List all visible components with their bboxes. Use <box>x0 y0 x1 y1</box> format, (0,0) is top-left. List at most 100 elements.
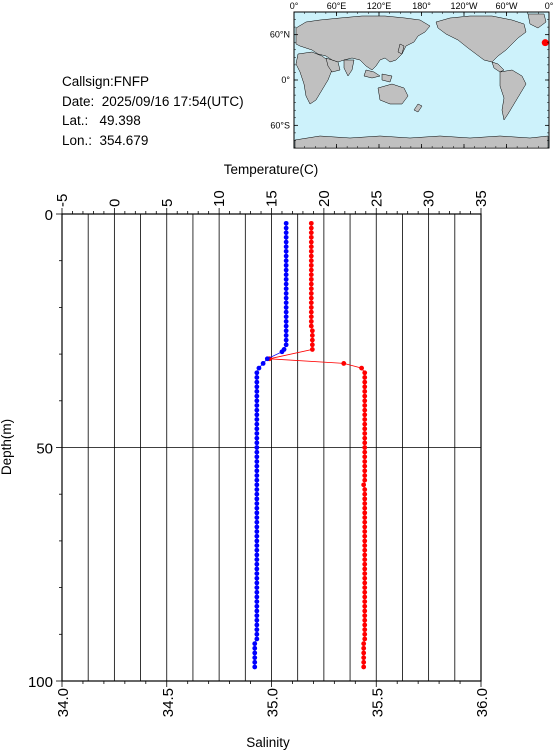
salinity-data-point <box>254 435 260 441</box>
temperature-data-point <box>308 300 314 306</box>
temperature-data-point <box>362 398 368 404</box>
salinity-data-point <box>260 361 266 366</box>
salinity-data-point <box>252 650 258 656</box>
salinity-data-point <box>256 365 262 371</box>
salinity-data-point <box>283 300 289 306</box>
temperature-data-point <box>362 566 368 572</box>
temperature-data-point <box>308 253 314 259</box>
temperature-data-point <box>362 473 368 478</box>
salinity-data-point <box>254 561 260 567</box>
salinity-data-point <box>254 552 260 558</box>
salinity-profile-line <box>254 223 287 667</box>
salinity-data-point <box>283 295 289 301</box>
salinity-data-point <box>283 258 289 264</box>
temperature-data-point <box>362 407 368 413</box>
salinity-data-point <box>254 580 260 586</box>
salinity-data-point <box>254 589 260 595</box>
salinity-data-point <box>283 305 289 310</box>
temperature-data-point <box>309 328 315 334</box>
salinity-data-point <box>254 473 260 478</box>
salinity-data-point <box>254 431 260 436</box>
temperature-data-point <box>362 477 368 483</box>
temperature-data-point <box>362 580 368 586</box>
temperature-data-point <box>362 622 368 628</box>
salinity-data-point <box>252 645 258 651</box>
salinity-data-point <box>254 571 260 576</box>
salinity-data-point <box>279 349 285 355</box>
temperature-data-point <box>308 230 314 236</box>
map-lon-label: 120°W <box>450 1 478 11</box>
salinity-data-point <box>254 557 260 562</box>
temperature-data-point <box>308 323 314 329</box>
map-ticks <box>293 11 550 149</box>
station-marker <box>541 39 549 47</box>
salinity-data-point <box>254 370 260 376</box>
temperature-data-point <box>308 319 314 324</box>
temperature-data-point <box>362 445 368 450</box>
temperature-data-point <box>362 379 368 385</box>
temperature-data-point <box>308 286 314 292</box>
map-lon-label: 120°E <box>367 1 392 11</box>
callsign-text: Callsign:FNFP <box>62 74 150 89</box>
map-lon-labels: 0° 60°E 120°E 180° 120°W 60°W 0° <box>290 1 553 11</box>
temperature-data-point <box>362 538 368 544</box>
temperature-data-point <box>308 309 314 315</box>
salinity-data-point <box>281 347 287 352</box>
salinity-data-point <box>254 631 260 637</box>
salinity-data-point <box>254 487 260 492</box>
salinity-data-point <box>254 622 260 628</box>
salinity-data-point <box>254 468 260 474</box>
salinity-data-point <box>254 627 260 633</box>
salinity-data-point <box>254 389 260 394</box>
map-lon-label: 60°W <box>495 1 518 11</box>
salinity-data-point <box>254 529 260 534</box>
temperature-data-point <box>308 220 314 226</box>
temperature-data-point <box>361 664 367 670</box>
chart-grid <box>62 214 481 681</box>
depth-tick-label: 50 <box>36 441 53 458</box>
temperature-data-point <box>362 421 368 427</box>
temperature-data-point <box>361 641 367 647</box>
temperature-data-point <box>362 552 368 558</box>
salinity-data-point <box>252 659 258 665</box>
temperature-data-point <box>362 454 368 460</box>
salinity-tick-label: 34.5 <box>160 688 177 717</box>
salinity-axis: 34.0 34.5 35.0 35.5 36.0 <box>55 681 491 717</box>
salinity-data-point <box>283 234 289 240</box>
salinity-data-point <box>254 543 260 548</box>
depth-tick-label: 0 <box>45 207 53 224</box>
temperature-tick-label: 35 <box>473 190 490 207</box>
salinity-data-point <box>254 496 260 502</box>
salinity-tick-label: 35.5 <box>369 688 386 717</box>
temperature-data-point <box>362 631 368 637</box>
temperature-data-point <box>362 603 368 609</box>
salinity-data-point <box>254 501 260 506</box>
salinity-data-point <box>254 463 260 469</box>
temperature-data-point <box>362 496 368 502</box>
temperature-data-point <box>362 617 368 623</box>
temperature-data-point <box>362 627 368 633</box>
temperature-data-point <box>308 258 314 264</box>
salinity-data-point <box>254 491 260 497</box>
salinity-data-point <box>254 515 260 520</box>
temperature-data-point <box>362 468 368 474</box>
temperature-data-point <box>361 659 367 665</box>
station-info: Callsign:FNFP Date: 2025/09/16 17:54(UTC… <box>62 72 244 150</box>
salinity-data-point <box>254 603 260 609</box>
temperature-data-point <box>362 501 368 506</box>
salinity-data-point <box>254 608 260 614</box>
temperature-data-point <box>362 515 368 520</box>
temperature-data-point <box>362 384 368 390</box>
temperature-data-point <box>362 435 368 441</box>
temperature-data-point <box>341 361 347 366</box>
salinity-data-point <box>283 248 289 254</box>
salinity-data-point <box>283 220 289 226</box>
salinity-data-point <box>254 412 260 418</box>
salinity-tick-label: 36.0 <box>474 688 491 717</box>
salinity-data-point <box>254 617 260 623</box>
salinity-data-point <box>254 519 260 525</box>
salinity-data-point <box>254 440 260 446</box>
temperature-data-point <box>362 370 368 376</box>
temperature-data-point <box>308 272 314 278</box>
salinity-data-point <box>254 379 260 385</box>
